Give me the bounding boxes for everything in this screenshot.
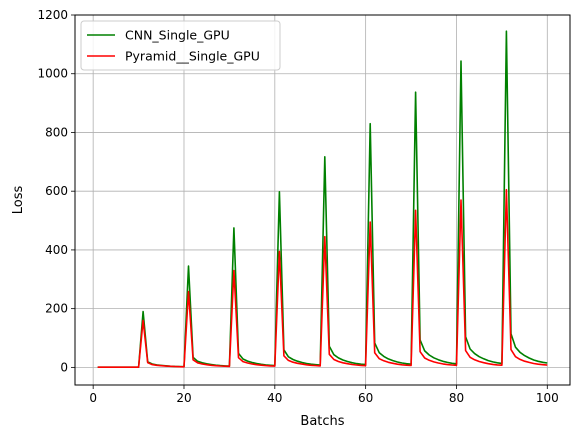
x-tick-label: 0: [89, 391, 97, 405]
x-tick-label: 40: [267, 391, 282, 405]
y-axis-label: Loss: [11, 186, 26, 215]
y-tick-label: 600: [45, 184, 68, 198]
legend-entry: Pyramid__Single_GPU: [125, 49, 260, 64]
y-tick-label: 200: [45, 302, 68, 316]
x-tick-label: 20: [176, 391, 191, 405]
x-tick-label: 100: [536, 391, 559, 405]
y-tick-label: 1200: [37, 8, 68, 22]
x-tick-label: 60: [358, 391, 373, 405]
legend-box: [80, 20, 281, 71]
plot-frame: [74, 14, 571, 386]
x-axis-label: Batchs: [300, 414, 344, 429]
y-tick-label: 1000: [37, 67, 68, 81]
series-line-2: [97, 188, 548, 368]
y-tick-label: 400: [45, 243, 68, 257]
y-tick-label: 800: [45, 125, 68, 139]
y-tick-label: 0: [60, 360, 68, 374]
legend: CNN_Single_GPU Pyramid__Single_GPU: [80, 20, 281, 71]
x-tick-label: 80: [449, 391, 464, 405]
series-lines: [97, 30, 548, 368]
series-line-1: [97, 30, 548, 368]
legend-entry: CNN_Single_GPU: [125, 28, 230, 43]
